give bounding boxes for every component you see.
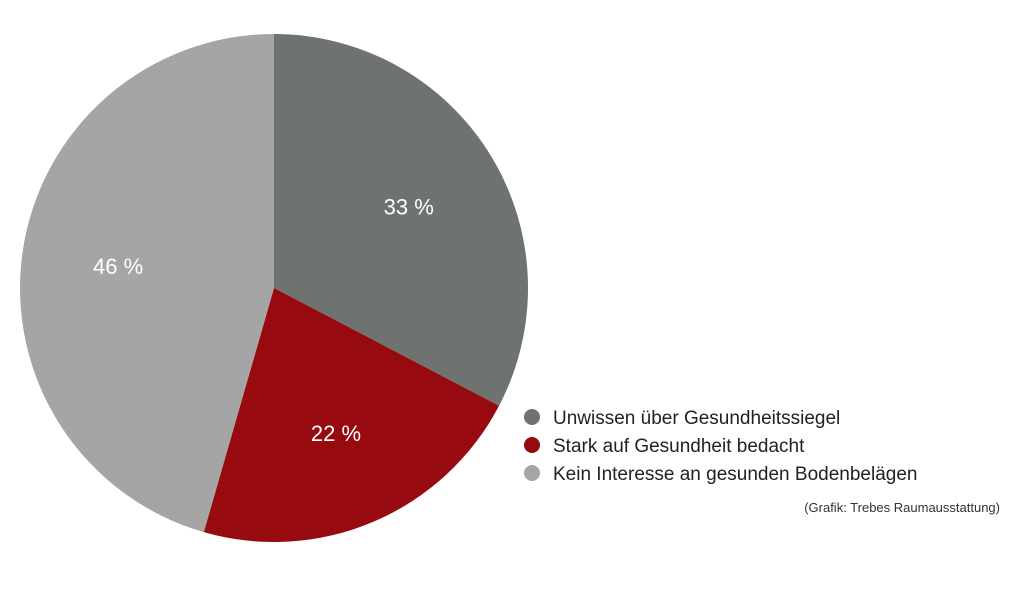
legend-label: Kein Interesse an gesunden Bodenbelägen (553, 464, 917, 485)
legend: Unwissen über Gesundheitssiegel Stark auf… (524, 408, 917, 485)
pie-slice-labels: 33 % 22 % 46 % (93, 194, 434, 445)
pie-slice (20, 34, 274, 533)
pie-slice (203, 288, 500, 542)
pie-slice (274, 34, 529, 406)
pie-slices (20, 34, 529, 542)
legend-label: Stark auf Gesundheit bedacht (553, 436, 805, 457)
source-note: (Grafik: Trebes Raumausstattung) (804, 500, 1000, 515)
pie-slice-label: 22 % (311, 421, 361, 446)
legend-swatch (524, 437, 540, 453)
pie-slice-label: 33 % (384, 194, 434, 219)
legend-swatch (524, 409, 540, 425)
legend-label: Unwissen über Gesundheitssiegel (553, 408, 840, 429)
pie-slice-label: 46 % (93, 254, 143, 279)
legend-swatch (524, 465, 540, 481)
